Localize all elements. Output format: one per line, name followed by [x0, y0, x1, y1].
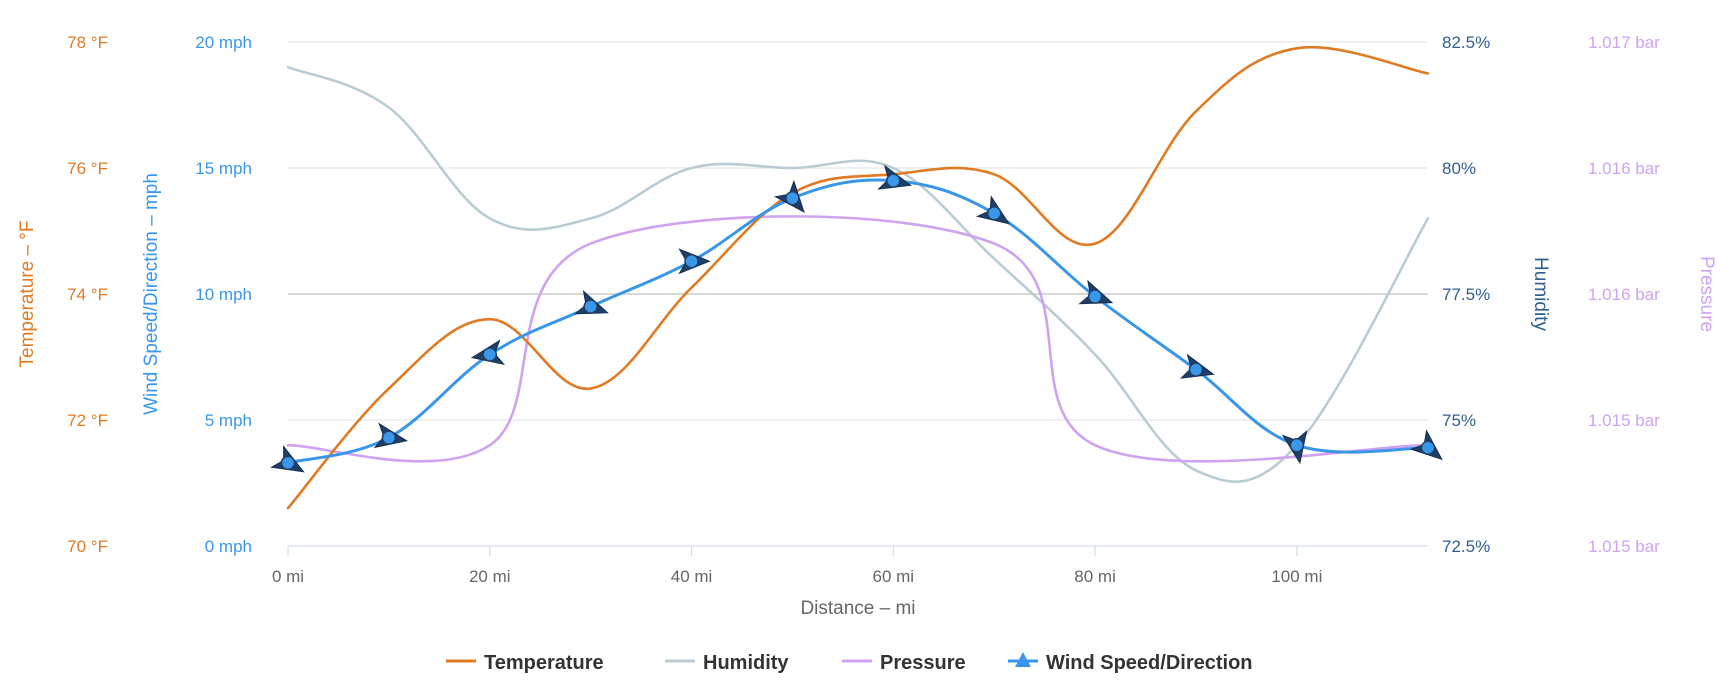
tick-label: 80% — [1442, 159, 1476, 178]
tick-label: 10 mph — [195, 285, 252, 304]
tick-label: 76 °F — [67, 159, 108, 178]
tick-label: 72.5% — [1442, 537, 1490, 556]
wind-point[interactable] — [1289, 437, 1305, 453]
pressure-axis: 1.015 bar 1.015 bar 1.016 bar 1.016 bar 1.01… — [1588, 33, 1717, 556]
x-tick-label: 100 mi — [1271, 567, 1322, 586]
legend-triangle-icon — [1015, 652, 1031, 667]
x-tick-label: 20 mi — [469, 567, 511, 586]
legend-label: Temperature — [484, 652, 604, 674]
wind-point[interactable] — [785, 190, 800, 206]
wind-point[interactable] — [1188, 362, 1204, 377]
tick-label: 82.5% — [1442, 33, 1490, 52]
tick-label: 1.016 bar — [1588, 159, 1660, 178]
tick-label: 72 °F — [67, 411, 108, 430]
tick-label: 1.015 bar — [1588, 537, 1660, 556]
temperature-axis: 70 °F 72 °F 74 °F 76 °F 78 °F Temperature – °… — [17, 33, 108, 556]
wind-point[interactable] — [583, 299, 598, 314]
wind-point[interactable] — [986, 206, 1002, 221]
axis-title: Temperature – °F — [17, 221, 38, 368]
x-tick-label: 80 mi — [1074, 567, 1116, 586]
wind-point[interactable] — [381, 430, 397, 445]
legend-item[interactable]: Pressure — [842, 652, 966, 674]
series-line-wind-speed-direction[interactable] — [286, 178, 1430, 465]
wind-axis: 0 mph 5 mph 10 mph 15 mph 20 mph Wind Speed/D… — [141, 33, 252, 556]
tick-label: 1.017 bar — [1588, 33, 1660, 52]
humidity-axis: 72.5% 75% 77.5% 80% 82.5% Humidity — [1442, 33, 1551, 556]
grid-lines — [288, 41, 1428, 547]
tick-label: 70 °F — [67, 537, 108, 556]
legend-label: Humidity — [703, 652, 789, 674]
wind-point[interactable] — [886, 173, 901, 188]
legend-label: Pressure — [880, 652, 966, 674]
axis-title: Wind Speed/Direction – mph — [141, 173, 162, 415]
legend-item[interactable]: Humidity — [665, 652, 789, 674]
tick-label: 15 mph — [195, 159, 252, 178]
tick-label: 0 mph — [205, 537, 252, 556]
x-tick-label: 60 mi — [873, 567, 915, 586]
wind-point[interactable] — [482, 347, 498, 362]
series-line-humidity[interactable] — [286, 65, 1430, 483]
x-axis: 0 mi 20 mi 40 mi 60 mi 80 mi 100 mi Distance –… — [272, 545, 1428, 619]
legend-item[interactable]: Temperature — [446, 652, 604, 674]
x-tick-label: 0 mi — [272, 567, 304, 586]
tick-label: 1.015 bar — [1588, 411, 1660, 430]
wind-markers[interactable] — [270, 164, 1450, 482]
series-line-temperature[interactable] — [286, 45, 1430, 510]
tick-label: 77.5% — [1442, 285, 1490, 304]
axis-title: Pressure — [1696, 256, 1717, 332]
tick-label: 1.016 bar — [1588, 285, 1660, 304]
x-axis-title: Distance – mi — [800, 598, 915, 619]
tick-label: 5 mph — [205, 411, 252, 430]
axis-title: Humidity — [1530, 257, 1551, 331]
legend[interactable]: Temperature Humidity Pressure Wind Speed/Di… — [446, 652, 1253, 674]
wind-point[interactable] — [684, 253, 699, 269]
wind-point[interactable] — [1087, 289, 1103, 304]
tick-label: 78 °F — [67, 33, 108, 52]
tick-label: 75% — [1442, 411, 1476, 430]
tick-label: 20 mph — [195, 33, 252, 52]
wind-point[interactable] — [1420, 440, 1436, 455]
wind-point[interactable] — [280, 455, 296, 471]
legend-label: Wind Speed/Direction — [1046, 652, 1253, 674]
x-tick-label: 40 mi — [671, 567, 713, 586]
series-layer — [286, 45, 1430, 510]
tick-label: 74 °F — [67, 285, 108, 304]
legend-item[interactable]: Wind Speed/Direction — [1008, 652, 1253, 674]
series-line-pressure[interactable] — [286, 215, 1430, 463]
